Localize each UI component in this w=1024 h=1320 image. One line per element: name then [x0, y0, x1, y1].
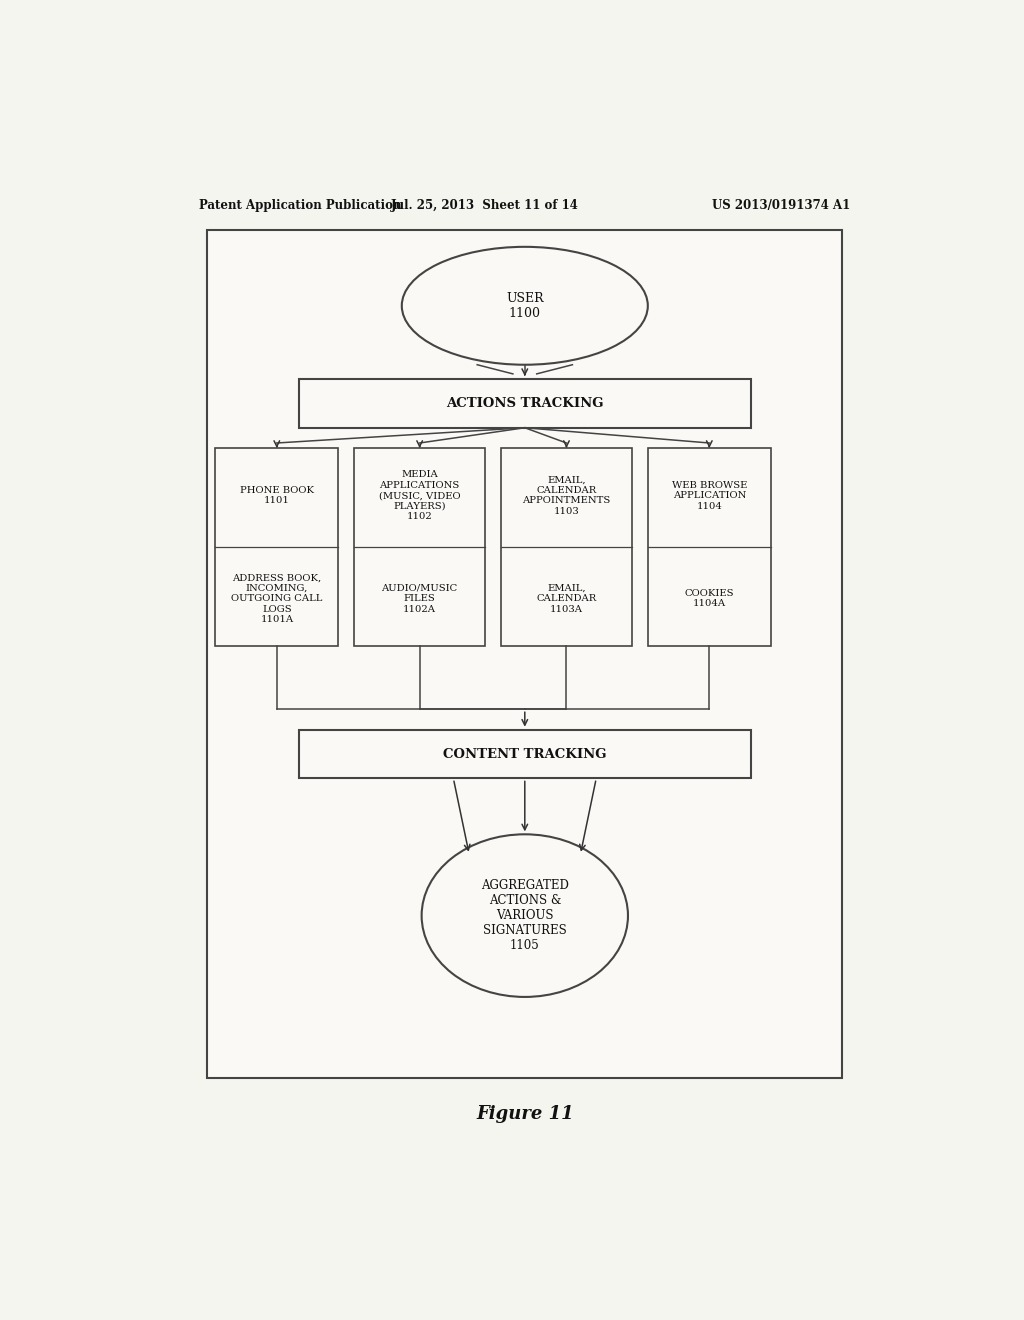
Bar	[299, 379, 751, 428]
Bar	[354, 447, 485, 647]
Text: Jul. 25, 2013  Sheet 11 of 14: Jul. 25, 2013 Sheet 11 of 14	[391, 198, 579, 211]
Text: AUDIO/MUSIC
FILES
1102A: AUDIO/MUSIC FILES 1102A	[382, 583, 458, 614]
Ellipse shape	[401, 247, 648, 364]
Bar	[648, 447, 771, 647]
Text: PHONE BOOK
1101: PHONE BOOK 1101	[240, 486, 313, 506]
Bar	[501, 447, 632, 647]
Text: MEDIA
APPLICATIONS
(MUSIC, VIDEO
PLAYERS)
1102: MEDIA APPLICATIONS (MUSIC, VIDEO PLAYERS…	[379, 470, 461, 521]
Text: ADDRESS BOOK,
INCOMING,
OUTGOING CALL
LOGS
1101A: ADDRESS BOOK, INCOMING, OUTGOING CALL LO…	[231, 573, 323, 624]
Text: CONTENT TRACKING: CONTENT TRACKING	[443, 747, 606, 760]
Text: EMAIL,
CALENDAR
1103A: EMAIL, CALENDAR 1103A	[537, 583, 597, 614]
Bar	[215, 447, 338, 647]
Text: Patent Application Publication: Patent Application Publication	[200, 198, 402, 211]
Text: US 2013/0191374 A1: US 2013/0191374 A1	[712, 198, 850, 211]
Text: Figure 11: Figure 11	[476, 1105, 573, 1123]
Bar	[207, 230, 843, 1078]
Text: WEB BROWSE
APPLICATION
1104: WEB BROWSE APPLICATION 1104	[672, 480, 746, 511]
Ellipse shape	[422, 834, 628, 997]
Text: AGGREGATED
ACTIONS &
VARIOUS
SIGNATURES
1105: AGGREGATED ACTIONS & VARIOUS SIGNATURES …	[481, 879, 568, 952]
Bar	[299, 730, 751, 779]
Text: USER
1100: USER 1100	[506, 292, 544, 319]
Text: EMAIL,
CALENDAR
APPOINTMENTS
1103: EMAIL, CALENDAR APPOINTMENTS 1103	[522, 475, 610, 516]
Text: ACTIONS TRACKING: ACTIONS TRACKING	[446, 397, 603, 409]
Text: COOKIES
1104A: COOKIES 1104A	[685, 589, 734, 609]
